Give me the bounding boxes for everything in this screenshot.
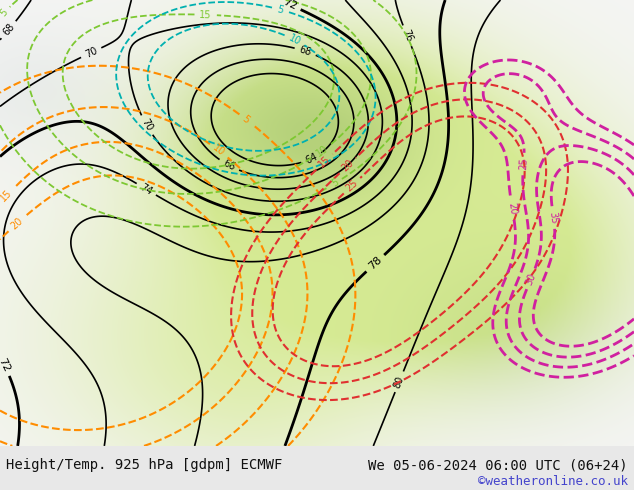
Text: 10: 10: [287, 33, 302, 47]
Text: 30: 30: [524, 271, 538, 287]
Text: 66: 66: [221, 158, 236, 172]
Text: 25: 25: [518, 157, 529, 171]
Text: 10: 10: [211, 143, 227, 158]
Text: 64: 64: [304, 151, 320, 166]
Text: 72: 72: [0, 356, 12, 373]
Text: 20: 20: [9, 216, 25, 232]
Text: 20: 20: [340, 158, 356, 173]
Text: 20: 20: [507, 202, 518, 216]
Text: 25: 25: [344, 178, 360, 194]
Text: 68: 68: [298, 45, 313, 58]
Text: 35: 35: [548, 211, 559, 224]
Text: 5: 5: [276, 4, 284, 15]
Text: 68: 68: [1, 22, 16, 38]
Text: 70: 70: [84, 46, 99, 60]
Text: 5: 5: [0, 7, 10, 19]
Text: 5: 5: [240, 114, 252, 125]
Text: 76: 76: [400, 28, 414, 44]
Text: 10: 10: [314, 143, 330, 158]
Text: 78: 78: [366, 255, 384, 272]
Text: 15: 15: [199, 9, 212, 20]
Text: 74: 74: [138, 182, 154, 197]
Text: 15: 15: [0, 188, 14, 204]
Text: Height/Temp. 925 hPa [gdpm] ECMWF: Height/Temp. 925 hPa [gdpm] ECMWF: [6, 458, 283, 472]
Text: 72: 72: [281, 0, 298, 12]
Text: 80: 80: [392, 374, 406, 390]
Text: ©weatheronline.co.uk: ©weatheronline.co.uk: [477, 475, 628, 488]
Text: 15: 15: [316, 154, 332, 170]
Text: 5: 5: [330, 177, 340, 189]
Text: We 05-06-2024 06:00 UTC (06+24): We 05-06-2024 06:00 UTC (06+24): [368, 458, 628, 472]
Text: 70: 70: [139, 118, 154, 133]
